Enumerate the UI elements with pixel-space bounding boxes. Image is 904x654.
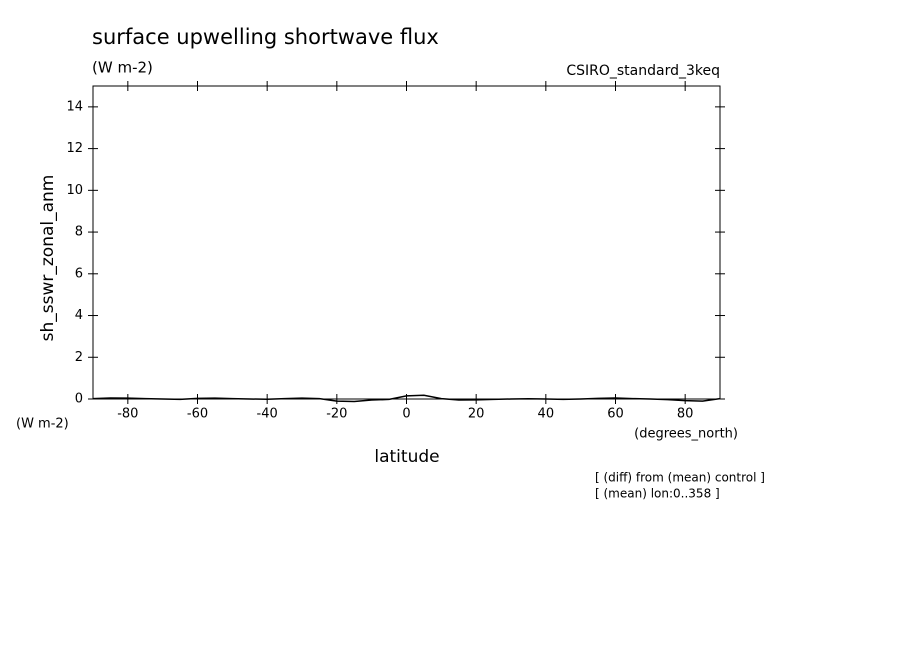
x-tick-label: -80 — [117, 407, 138, 422]
data-line — [92, 394, 721, 403]
x-tick-label: 0 — [402, 407, 410, 422]
note: [ (mean) lon:0..358 ] — [595, 487, 720, 501]
y-tick-label: 8 — [75, 225, 83, 240]
y-tick-label: 10 — [66, 183, 83, 198]
x-tick-label: 40 — [538, 407, 555, 422]
x-tick-label: 80 — [677, 407, 694, 422]
units: (W m-2) — [92, 59, 153, 77]
y-tick-label: 14 — [66, 99, 83, 114]
y-units: (W m-2) — [16, 417, 69, 432]
x-tick-label: -20 — [326, 407, 347, 422]
x-tick-label: 60 — [607, 407, 624, 422]
y-tick-label: 6 — [75, 266, 83, 281]
y-tick-label: 4 — [75, 308, 83, 323]
plot-frame — [92, 85, 721, 400]
x-axis-label: latitude — [374, 447, 439, 467]
y-axis-label: sh_sswr_zonal_anm — [38, 175, 58, 342]
x-units: (degrees_north) — [634, 427, 738, 442]
x-tick-label: -40 — [257, 407, 278, 422]
model-label: CSIRO_standard_3keq — [566, 63, 720, 79]
x-tick-label: 20 — [468, 407, 485, 422]
y-tick-label: 0 — [75, 392, 83, 407]
note: [ (diff) from (mean) control ] — [595, 471, 765, 485]
y-tick-label: 12 — [66, 141, 83, 156]
chart-title: surface upwelling shortwave flux — [92, 25, 439, 49]
y-tick-label: 2 — [75, 350, 83, 365]
x-tick-label: -60 — [187, 407, 208, 422]
